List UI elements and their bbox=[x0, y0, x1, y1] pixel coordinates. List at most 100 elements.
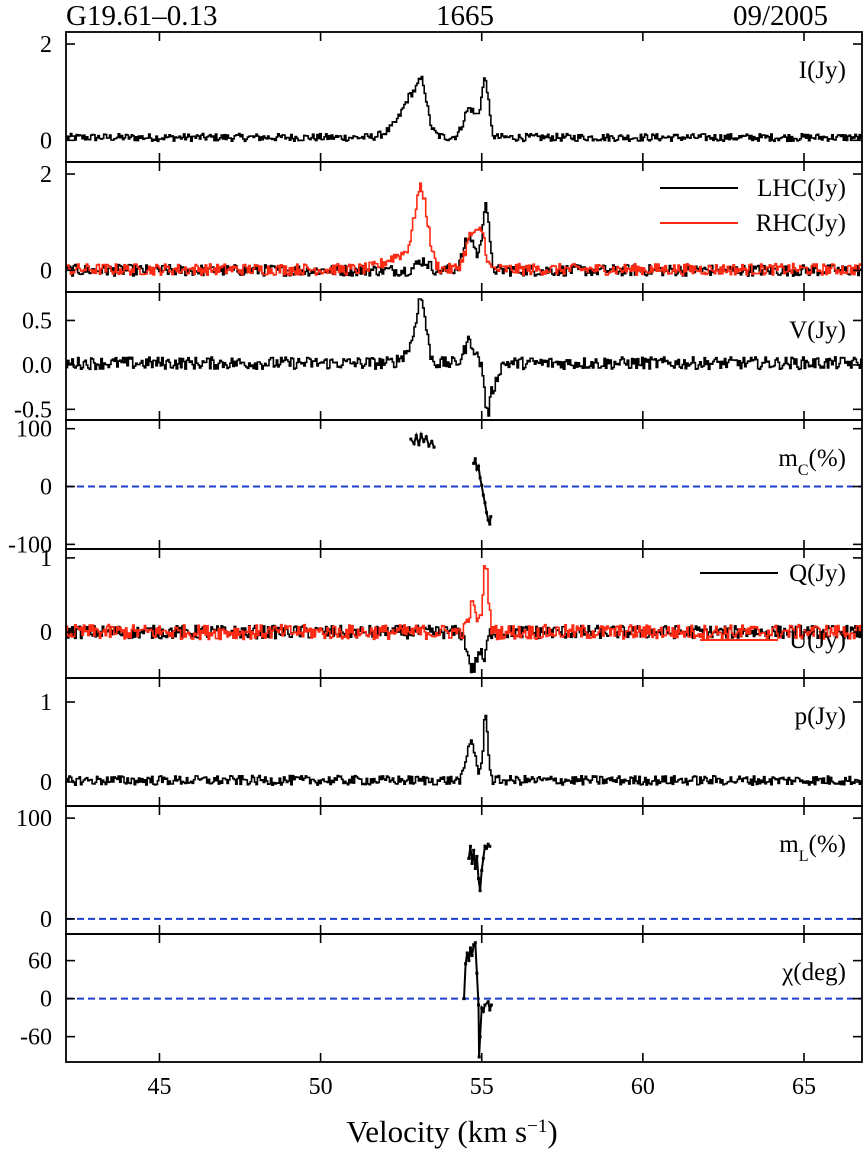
legend-label-LR-0: LHC(Jy) bbox=[757, 175, 846, 202]
point-mc-0-1 bbox=[412, 442, 416, 446]
panel-QU: 1 0 Q(Jy) U(Jy) bbox=[40, 546, 863, 679]
point-ml-0-9 bbox=[481, 856, 485, 860]
ytick-label-mc-2: -100 bbox=[8, 532, 52, 558]
ytick-label-V-0: 0.5 bbox=[22, 308, 52, 334]
panel-LR: 0 2 LHC(Jy) RHC(Jy) bbox=[40, 161, 863, 293]
point-chi-0-10 bbox=[477, 1055, 481, 1059]
point-mc-0-4 bbox=[419, 432, 423, 436]
ytick-label-QU-0: 1 bbox=[40, 546, 52, 572]
point-chi-0-12 bbox=[480, 1006, 484, 1010]
panel-label-V: V(Jy) bbox=[789, 317, 846, 344]
series-QU-1 bbox=[66, 565, 862, 641]
panel-V: 0.5 0.0 -0.5 V(Jy) bbox=[14, 291, 863, 423]
point-chi-0-14 bbox=[483, 1003, 487, 1007]
panels-group: 02I(Jy)02 LHC(Jy)RHC(Jy)0.50.0-0.5V(Jy)10… bbox=[8, 31, 863, 1063]
point-chi-0-5 bbox=[470, 954, 474, 958]
xtick-label-3: 60 bbox=[631, 1074, 655, 1100]
panel-label-mc: mC(%) bbox=[778, 445, 846, 479]
point-ml-0-4 bbox=[473, 866, 477, 870]
series-p-0 bbox=[66, 714, 862, 786]
point-chi-0-7 bbox=[473, 941, 477, 945]
header-line: 1665 bbox=[436, 0, 494, 32]
frame-p bbox=[65, 677, 863, 807]
header-epoch: 09/2005 bbox=[733, 0, 829, 32]
ytick-label-mc-1: 0 bbox=[40, 475, 52, 501]
ytick-label-V-2: -0.5 bbox=[14, 397, 52, 423]
ytick-label-p-0: 1 bbox=[40, 690, 52, 716]
ytick-label-LR-1: 2 bbox=[40, 162, 52, 188]
point-ml-0-6 bbox=[477, 877, 481, 881]
point-chi-0-16 bbox=[488, 1008, 492, 1012]
point-mc-1-10 bbox=[488, 522, 492, 526]
ytick-label-chi-1: 0 bbox=[40, 987, 52, 1013]
xtick-label-2: 55 bbox=[470, 1074, 494, 1100]
point-mc-0-9 bbox=[432, 445, 436, 449]
xtick-label-0: 45 bbox=[147, 1074, 171, 1100]
segment-mc-0 bbox=[409, 430, 435, 449]
point-mc-0-0 bbox=[409, 437, 413, 441]
ytick-label-ml-1: 0 bbox=[40, 907, 52, 933]
frame-I bbox=[65, 31, 863, 163]
point-chi-0-2 bbox=[465, 951, 469, 955]
point-ml-0-13 bbox=[488, 844, 492, 848]
point-mc-1-2 bbox=[475, 467, 479, 471]
frame-V bbox=[65, 291, 863, 421]
point-mc-1-7 bbox=[483, 501, 487, 505]
point-mc-0-2 bbox=[414, 434, 418, 438]
x-axis-label: Velocity (km s−1) bbox=[346, 1114, 557, 1149]
series-LR-1 bbox=[66, 182, 862, 276]
ytick-label-V-1: 0.0 bbox=[22, 353, 52, 379]
ytick-label-I-0: 0 bbox=[40, 128, 52, 154]
xtick-label-1: 50 bbox=[309, 1074, 333, 1100]
ytick-label-I-1: 2 bbox=[40, 32, 52, 58]
point-mc-0-7 bbox=[427, 444, 431, 448]
point-mc-1-5 bbox=[480, 483, 484, 487]
point-mc-1-0 bbox=[472, 461, 476, 465]
point-mc-0-5 bbox=[422, 439, 426, 443]
panel-ml: 100 0 mL(%) bbox=[16, 805, 863, 935]
point-ml-0-7 bbox=[478, 889, 482, 893]
ytick-label-ml-0: 100 bbox=[16, 806, 52, 832]
ytick-label-chi-0: 60 bbox=[28, 949, 52, 975]
point-mc-0-8 bbox=[430, 439, 434, 443]
point-ml-0-12 bbox=[486, 842, 490, 846]
point-ml-0-10 bbox=[483, 844, 487, 848]
ytick-label-p-1: 0 bbox=[40, 770, 52, 796]
ytick-label-chi-2: -60 bbox=[20, 1025, 52, 1051]
legend-label-QU-1: U(Jy) bbox=[789, 627, 846, 654]
point-ml-0-11 bbox=[485, 846, 489, 850]
point-chi-0-0 bbox=[462, 997, 466, 1001]
point-ml-0-2 bbox=[470, 861, 474, 865]
point-ml-0-1 bbox=[468, 844, 472, 848]
point-ml-0-3 bbox=[472, 848, 476, 852]
frame-ml bbox=[65, 805, 863, 935]
point-mc-1-8 bbox=[485, 511, 489, 515]
header-source: G19.61–0.13 bbox=[66, 0, 218, 32]
point-chi-0-8 bbox=[475, 971, 479, 975]
point-chi-0-3 bbox=[467, 959, 471, 963]
point-mc-1-9 bbox=[486, 518, 490, 522]
frame-QU bbox=[65, 548, 863, 679]
point-mc-1-4 bbox=[478, 476, 482, 480]
legend-label-LR-1: RHC(Jy) bbox=[756, 210, 846, 237]
panel-chi: 60 0 -60 χ(deg) bbox=[20, 933, 863, 1063]
series-I-0 bbox=[66, 75, 862, 143]
xtick-label-4: 65 bbox=[792, 1074, 816, 1100]
point-chi-0-11 bbox=[478, 1035, 482, 1039]
point-chi-0-1 bbox=[464, 962, 468, 966]
panel-mc: 100 0 -100 mC(%) bbox=[8, 417, 863, 558]
point-mc-1-6 bbox=[481, 493, 485, 497]
panel-label-I: I(Jy) bbox=[799, 57, 846, 84]
point-mc-1-1 bbox=[473, 457, 477, 461]
series-V-0 bbox=[66, 298, 862, 417]
point-ml-0-8 bbox=[480, 869, 484, 873]
ytick-label-QU-1: 0 bbox=[40, 620, 52, 646]
point-chi-0-4 bbox=[468, 946, 472, 950]
point-mc-0-6 bbox=[424, 435, 428, 439]
segment-ml-0 bbox=[467, 842, 491, 891]
ytick-label-mc-0: 100 bbox=[16, 417, 52, 443]
panel-label-ml: mL(%) bbox=[779, 831, 846, 865]
point-mc-1-3 bbox=[477, 464, 481, 468]
panel-p: 1 0 p(Jy) bbox=[40, 677, 863, 807]
